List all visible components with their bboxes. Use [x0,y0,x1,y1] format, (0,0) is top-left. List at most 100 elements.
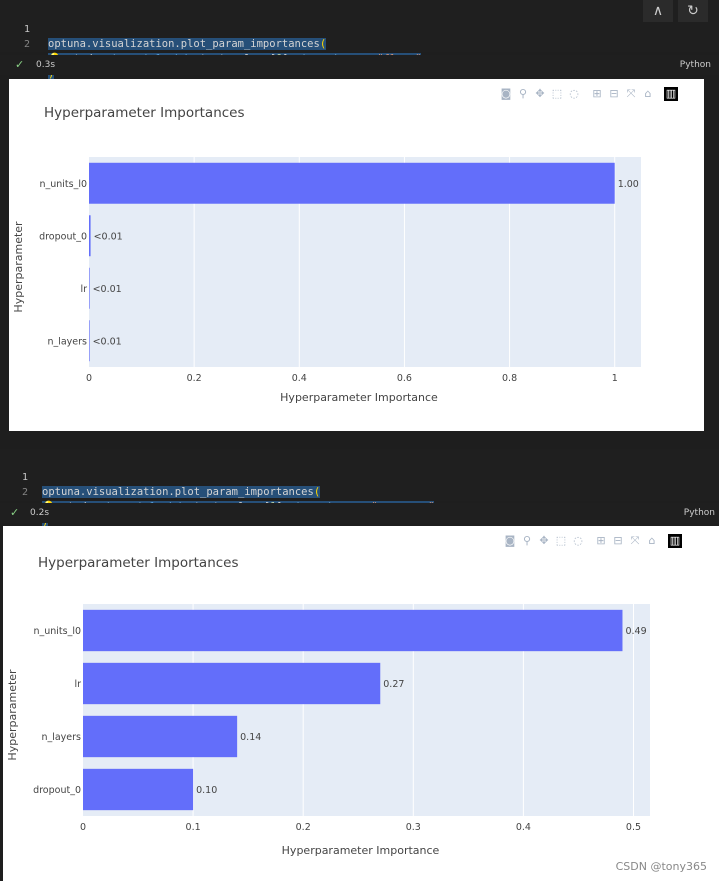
pan-icon[interactable]: ✥ [539,534,549,547]
code-line[interactable]: 1 optuna.visualization.plot_param_import… [0,455,719,498]
code-token: ( [313,486,321,498]
x-tick-label: 0.4 [516,822,531,833]
y-axis-title: Hyperparameter [12,221,25,313]
bar-value-label: <0.01 [93,284,122,295]
code-editor[interactable]: 1 optuna.visualization.plot_param_import… [0,0,719,80]
home-icon[interactable]: ⌂ [644,87,652,100]
x-axis-title: Hyperparameter Importance [280,391,438,404]
success-check-icon: ✓ [15,58,25,71]
y-axis-title: Hyperparameter [6,669,19,761]
language-label[interactable]: Python [679,60,711,70]
refresh-button[interactable]: ↻ [678,0,708,22]
code-line[interactable]: 1 optuna.visualization.plot_param_import… [0,7,719,50]
code-text: optuna.visualization.plot_param_importan… [48,37,327,52]
watermark: CSDN @tony365 [615,860,707,873]
bar[interactable] [83,715,238,758]
bar-value-label: <0.01 [93,336,122,347]
x-tick-label: 0.5 [626,822,641,833]
box-select-icon[interactable]: ⬚ [551,87,563,100]
camera-icon[interactable]: ◙ [500,87,512,100]
language-label[interactable]: Python [683,508,715,518]
zoom-out-icon[interactable]: ⊟ [613,534,623,547]
execution-time: 0.3s [36,60,56,70]
zoom-icon[interactable]: ⚲ [522,534,532,547]
plotly-logo-icon[interactable]: ▥ [668,534,682,548]
code-line[interactable]: 2 💡 study, target=lambda t: t.values[1],… [0,470,719,513]
x-axis-title: Hyperparameter Importance [282,844,440,857]
bar[interactable] [89,320,90,362]
bar-value-label: 0.49 [625,626,646,637]
refresh-icon: ↻ [687,3,699,19]
x-tick-label: 0.6 [397,373,412,384]
modebar: ◙ ⚲ ✥ ⬚ ◌ ⊞ ⊟ ⤧ ⌂ ▥ [499,82,704,101]
bar-chart[interactable]: 0 0.2 0.4 0.6 0.8 1 1.00 n_units_l0 <0.01 dropout… [9,79,704,431]
y-tick-label: dropout_0 [39,231,87,242]
y-tick-label: n_units_l0 [33,626,81,637]
execution-time: 0.2s [30,508,50,518]
x-tick-label: 0 [86,373,92,384]
code-editor[interactable]: 1 optuna.visualization.plot_param_import… [0,449,719,528]
y-tick-label: dropout_0 [33,785,81,796]
x-tick-label: 0.8 [502,373,517,384]
x-tick-label: 1 [612,373,618,384]
plotly-logo-icon[interactable]: ▥ [664,87,678,101]
x-tick-label: 0 [80,822,86,833]
camera-icon[interactable]: ◙ [504,534,516,547]
bar-chart[interactable]: 0 0.1 0.2 0.3 0.4 0.5 0.49 n_units_l0 0.27 lr 0.14… [3,526,719,881]
code-line[interactable]: 3 ) [0,485,719,528]
y-tick-label: n_units_l0 [39,179,87,190]
bar[interactable] [89,215,91,257]
x-tick-label: 0.3 [406,822,421,833]
bar-value-label: 0.10 [196,785,217,796]
bar-value-label: 0.14 [240,732,261,743]
plot-title: Hyperparameter Importances [44,105,245,121]
code-line[interactable]: 2 💡 study, target=lambda t: t.values[0],… [0,22,719,65]
lasso-icon[interactable]: ◌ [573,534,583,547]
line-number: 2 [23,39,30,50]
code-token: optuna.visualization.plot_param_importan… [42,486,314,498]
code-token: optuna.visualization.plot_param_importan… [48,38,320,50]
bar[interactable] [83,662,381,705]
code-line[interactable]: 3 ) [0,37,719,80]
y-tick-label: lr [80,284,87,295]
cell-status-bar: ✓ 0.3s Python [0,55,719,75]
notebook-cell-2: 1 optuna.visualization.plot_param_import… [0,437,719,881]
zoom-icon[interactable]: ⚲ [518,87,528,100]
modebar: ◙ ⚲ ✥ ⬚ ◌ ⊞ ⊟ ⤧ ⌂ ▥ [503,529,715,548]
zoom-in-icon[interactable]: ⊞ [592,87,602,100]
pan-icon[interactable]: ✥ [535,87,545,100]
bar-value-label: <0.01 [94,231,123,242]
line-number: 1 [21,472,28,483]
notebook-cell-1: 1 optuna.visualization.plot_param_import… [0,0,719,437]
home-icon[interactable]: ⌂ [648,534,656,547]
chevron-up-icon: ∧ [652,3,664,19]
zoom-in-icon[interactable]: ⊞ [596,534,606,547]
zoom-out-icon[interactable]: ⊟ [609,87,619,100]
bar[interactable] [83,768,194,811]
x-tick-label: 0.4 [292,373,307,384]
x-tick-label: 0.2 [296,822,311,833]
bar[interactable] [83,609,623,652]
line-number: 2 [21,487,28,498]
y-tick-label: lr [74,679,81,690]
y-tick-label: n_layers [41,732,81,743]
box-select-icon[interactable]: ⬚ [555,534,567,547]
autoscale-icon[interactable]: ⤧ [626,87,636,100]
bar[interactable] [89,162,615,204]
lasso-icon[interactable]: ◌ [569,87,579,100]
bar[interactable] [89,267,90,309]
y-tick-label: n_layers [47,336,87,347]
success-check-icon: ✓ [10,506,20,519]
plot-title: Hyperparameter Importances [38,555,239,571]
autoscale-icon[interactable]: ⤧ [630,534,640,547]
code-text: optuna.visualization.plot_param_importan… [42,485,321,500]
code-token: ( [319,38,327,50]
x-tick-label: 0.2 [187,373,202,384]
cell-status-bar: ✓ 0.2s Python [0,503,719,523]
x-tick-label: 0.1 [186,822,201,833]
bar-value-label: 0.27 [383,679,404,690]
collapse-button[interactable]: ∧ [643,0,673,22]
bar-value-label: 1.00 [618,179,639,190]
